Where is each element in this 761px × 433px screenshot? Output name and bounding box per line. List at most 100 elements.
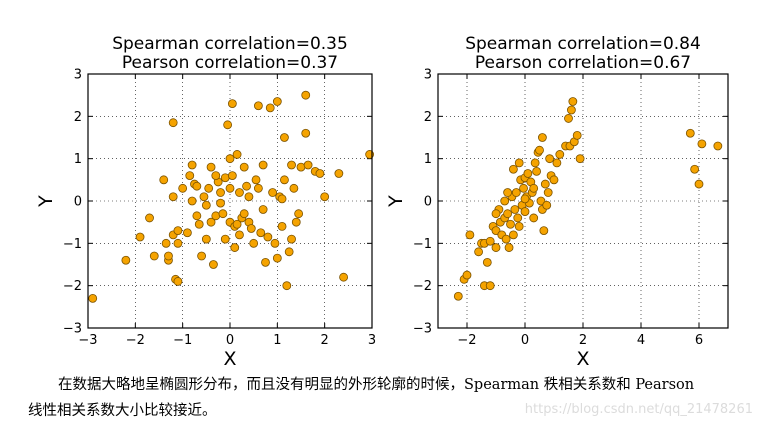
scatter-point xyxy=(225,154,235,164)
scatter-point xyxy=(474,247,484,257)
scatter-point xyxy=(485,236,495,246)
scatter-point xyxy=(536,196,546,206)
chart-title-line-2: Pearson correlation=0.67 xyxy=(475,53,691,73)
scatter-point xyxy=(182,228,192,238)
scatter-point xyxy=(280,133,289,142)
scatter-point xyxy=(242,181,251,191)
scatter-point xyxy=(320,192,330,202)
scatter-point xyxy=(540,179,550,189)
scatter-point xyxy=(504,243,514,252)
scatter-point xyxy=(543,188,553,197)
scatter-point xyxy=(235,188,244,197)
scatter-point xyxy=(235,230,244,240)
scatter-point xyxy=(572,130,582,140)
scatter-point xyxy=(491,226,501,236)
scatter-point xyxy=(227,171,237,181)
scatter-point xyxy=(277,194,287,204)
scatter-point xyxy=(503,209,513,219)
scatter-point xyxy=(168,118,178,128)
scatter-point xyxy=(485,281,495,291)
scatter-point xyxy=(145,213,154,223)
scatter-point xyxy=(164,251,173,261)
scatter-point xyxy=(523,169,533,178)
x-tick-label: 3 xyxy=(368,333,376,348)
caption-line-1: 在数据大略地呈椭圆形分布，而且没有明显的外形轮廓的时候，Spearman 秩相关… xyxy=(28,372,753,398)
scatter-point xyxy=(506,219,515,229)
scatter-point xyxy=(520,207,530,216)
scatter-point xyxy=(291,217,301,227)
scatter-point xyxy=(204,183,214,193)
scatter-point xyxy=(246,224,256,233)
x-tick-label: 0 xyxy=(226,333,234,348)
scatter-point xyxy=(538,133,547,142)
y-tick-label: 2 xyxy=(424,110,432,125)
scatter-point xyxy=(261,257,270,267)
plot-frame xyxy=(437,73,729,329)
scatter-point xyxy=(549,175,559,185)
scatter-point xyxy=(258,205,268,214)
scatter-point xyxy=(575,154,585,164)
scatter-point xyxy=(491,209,501,219)
scatter-point xyxy=(529,213,539,223)
y-tick-label: −1 xyxy=(413,237,432,252)
y-tick-label: 3 xyxy=(424,68,432,83)
y-tick-label: 0 xyxy=(74,195,82,210)
scatter-point xyxy=(173,238,183,248)
watermark: https://blog.csdn.net/qq_21478261 xyxy=(524,402,753,417)
scatter-point xyxy=(539,226,549,236)
scatter-point xyxy=(697,139,707,149)
scatter-point xyxy=(232,150,242,159)
scatter-point xyxy=(161,238,171,248)
scatter-point xyxy=(223,120,233,130)
y-tick-label: −2 xyxy=(413,279,432,294)
scatter-point xyxy=(511,188,521,197)
scatter-point xyxy=(225,183,235,193)
scatter-point xyxy=(509,230,518,240)
scatter-point xyxy=(280,175,289,185)
scatter-point xyxy=(211,171,221,181)
scatter-point xyxy=(201,234,211,244)
scatter-point xyxy=(289,183,299,193)
y-tick-label: 0 xyxy=(424,195,432,210)
scatter-point xyxy=(555,150,565,159)
caption-line-2: 线性相关系数大小比较接近。 xyxy=(28,398,753,424)
scatter-point xyxy=(503,188,513,197)
scatter-point xyxy=(256,228,266,238)
scatter-point xyxy=(239,162,249,172)
x-tick-label: −3 xyxy=(78,333,97,348)
x-tick-label: 4 xyxy=(637,333,645,348)
scatter-point xyxy=(567,105,576,115)
scatter-point xyxy=(465,230,475,240)
x-tick-label: −1 xyxy=(173,333,192,348)
x-axis-label: X xyxy=(576,348,589,370)
scatter-point xyxy=(268,188,278,197)
scatter-point xyxy=(339,272,349,282)
scatter-point xyxy=(519,183,528,193)
scatter-point xyxy=(149,251,159,261)
scatter-point xyxy=(552,158,562,168)
scatter-point xyxy=(230,243,240,252)
scatter-point xyxy=(694,179,704,189)
scatter-point xyxy=(201,200,211,210)
scatter-point xyxy=(513,213,523,223)
scatter-point xyxy=(168,192,178,202)
scatter-point xyxy=(282,281,292,291)
scatter-point xyxy=(713,141,723,151)
y-tick-label: −2 xyxy=(63,279,82,294)
y-tick-label: −3 xyxy=(413,322,432,337)
scatter-point xyxy=(187,196,197,206)
scatter-point xyxy=(334,169,344,178)
scatter-point xyxy=(564,114,573,123)
scatter-point xyxy=(690,164,700,174)
scatter-point xyxy=(88,293,98,303)
chart-panel-2: −2 0 2 4 6 −3 −2 −1 0 1 2 3 Spearman correlation=0.8… xyxy=(385,34,729,370)
scatter-point xyxy=(185,171,195,181)
chart-panel-1: −3 −2 −1 0 1 2 3 −3 −2 −1 0 1 2 3 Spearman correlation… xyxy=(35,34,376,370)
scatter-point xyxy=(514,221,524,231)
scatter-point xyxy=(568,97,578,106)
scatter-point xyxy=(501,234,511,244)
scatter-point xyxy=(500,196,510,206)
scatter-point xyxy=(453,291,463,301)
scatter-point xyxy=(206,217,216,227)
scatter-point xyxy=(272,97,282,106)
